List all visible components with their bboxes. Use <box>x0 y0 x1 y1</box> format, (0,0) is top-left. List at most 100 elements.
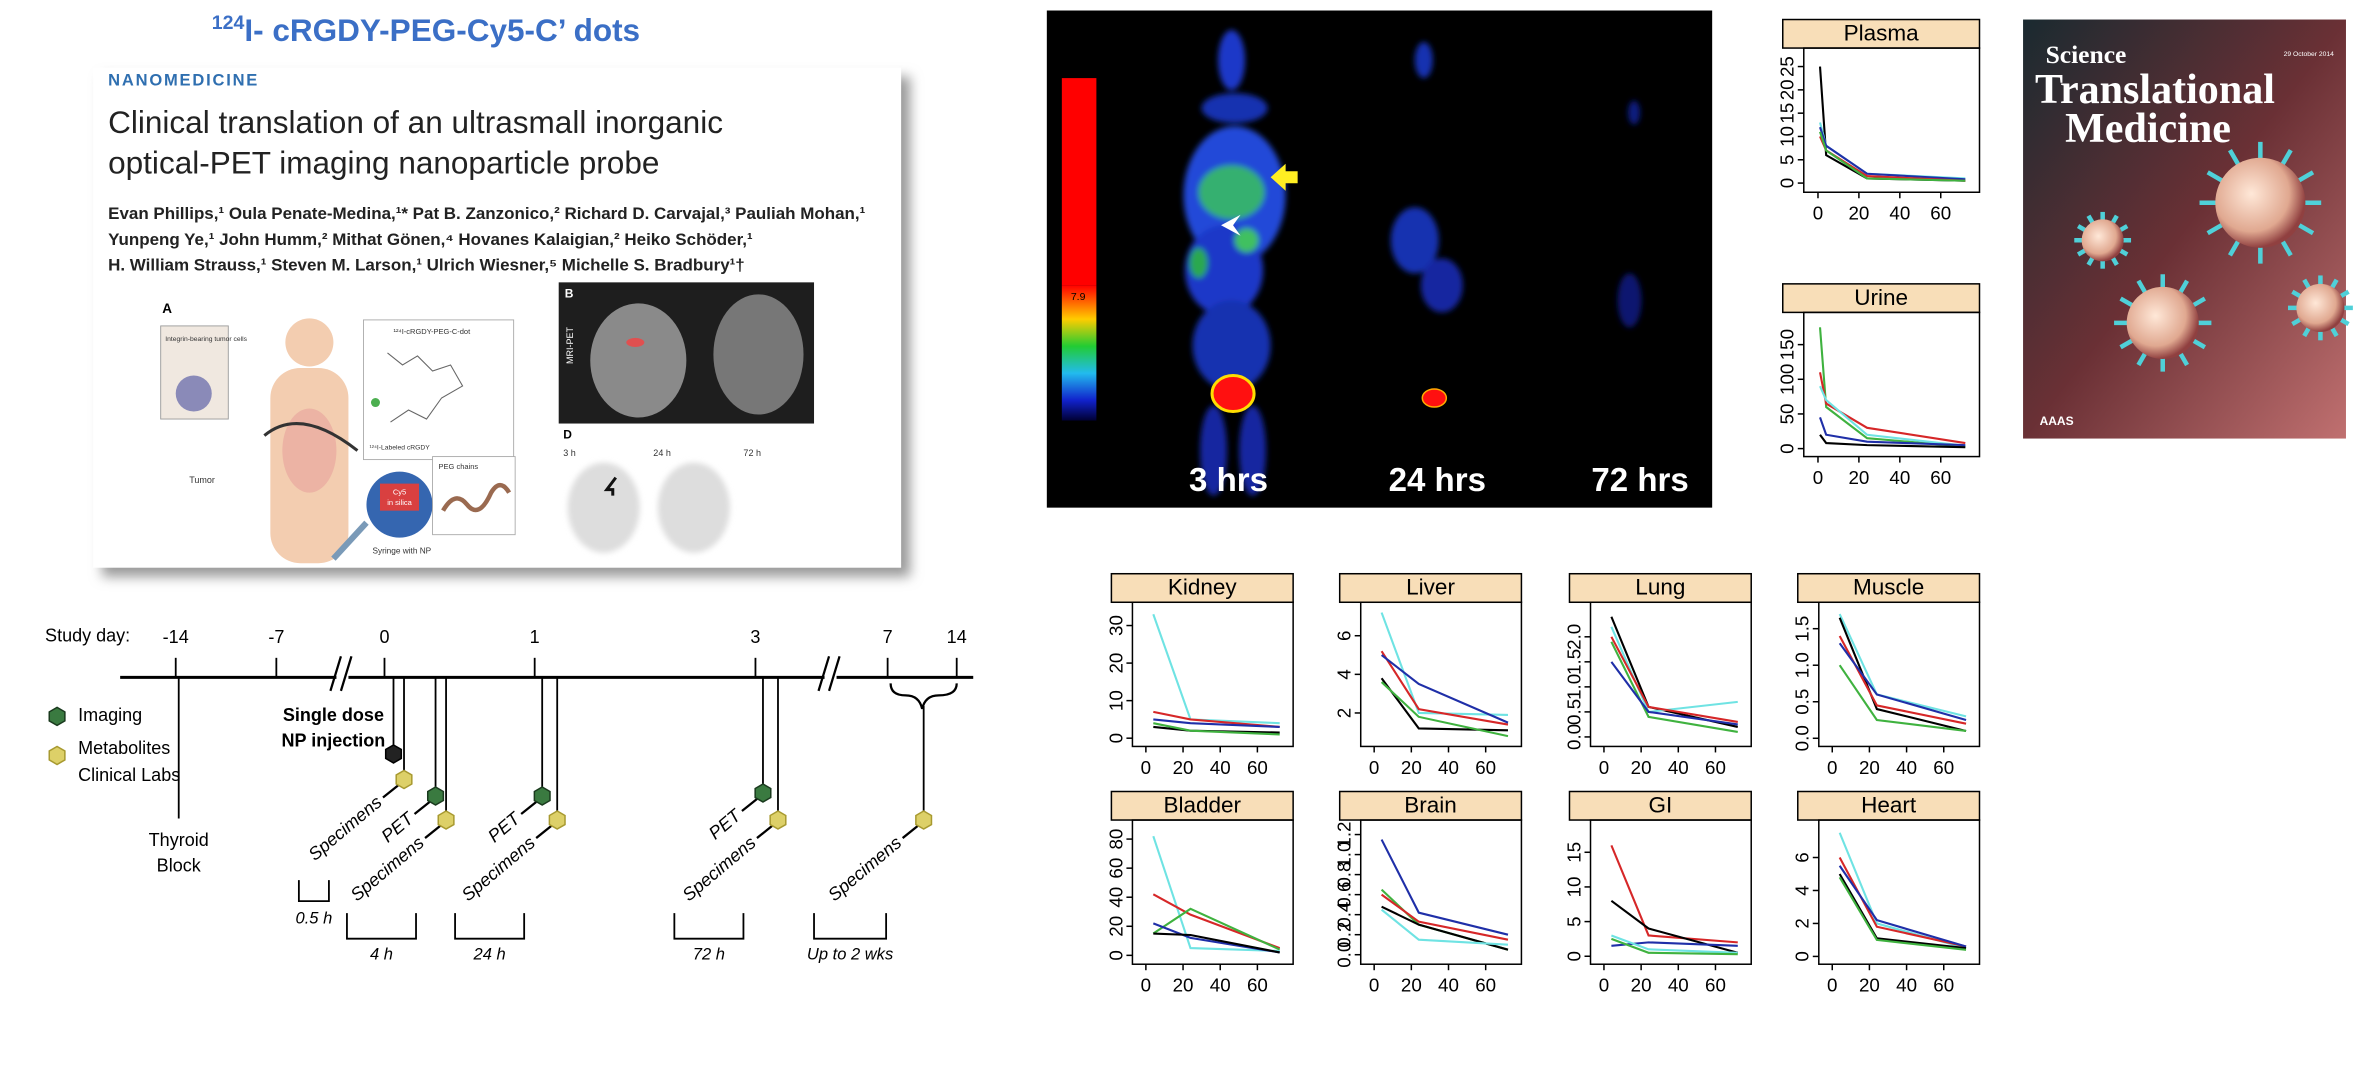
molecule <box>387 352 464 423</box>
data-line <box>1153 710 1280 728</box>
hexagon-marker <box>533 786 551 806</box>
panel-label: D <box>563 428 572 442</box>
x-tick-label: 0 <box>1827 975 1837 996</box>
axis-break <box>827 656 841 692</box>
panel-strip <box>1797 790 1981 821</box>
y-tick-label: 1.0 <box>1563 674 1584 700</box>
study-timeline: Study day: -14 -7 0 1 3 7 14 Imaging Metabolites C… <box>45 626 974 964</box>
day-label: 3 <box>750 627 760 647</box>
duration-label: 24 h <box>473 945 506 964</box>
y-tick-label: 50 <box>1777 404 1798 425</box>
hexagon-marker <box>426 786 445 806</box>
duration-bracket <box>297 880 330 903</box>
duration-bracket <box>346 913 417 940</box>
axis-break <box>339 656 353 692</box>
x-tick-label: 40 <box>1896 757 1917 778</box>
yellow-arrow <box>1270 163 1298 191</box>
data-line <box>1153 932 1280 954</box>
panel-strip <box>1110 790 1294 821</box>
figure-label: 24 h <box>653 448 671 458</box>
hexagon-marker <box>384 744 403 764</box>
small-chart: Lung 0 20 40 60 0.00.51.01.52.0 <box>1563 572 1752 778</box>
x-tick-label: 0 <box>1599 757 1609 778</box>
x-tick-label: 20 <box>1401 757 1422 778</box>
hexagon-marker <box>754 783 772 803</box>
y-tick-label: 1.5 <box>1563 649 1584 675</box>
x-tick-label: 0 <box>1369 975 1379 996</box>
chart-title: Heart <box>1861 792 1917 817</box>
uptake-region <box>1198 165 1265 220</box>
y-tick-label: 10 <box>1105 690 1126 711</box>
x-tick-label: 60 <box>1475 975 1496 996</box>
bladder-24h <box>1421 388 1448 408</box>
paper-section: NANOMEDICINE <box>108 70 259 89</box>
axis-label: Study day: <box>45 626 130 646</box>
data-line <box>1838 664 1967 733</box>
plot-frame <box>1818 819 1981 965</box>
uptake-region <box>1628 100 1641 125</box>
y-tick-label: 6 <box>1334 631 1355 641</box>
uptake-region <box>1192 300 1271 391</box>
figure-label: ¹²⁴I-Labeled cRGDY <box>369 444 430 451</box>
data-line <box>1152 907 1281 951</box>
chart-title: Liver <box>1406 575 1455 600</box>
y-tick-label: 30 <box>1105 615 1126 636</box>
x-tick-label: 20 <box>1401 975 1422 996</box>
figure-label: 3 h <box>563 448 576 458</box>
data-line <box>1610 636 1738 723</box>
event-leader <box>741 798 758 812</box>
paper-authors: H. William Strauss,¹ Steven M. Larson,¹ … <box>108 255 745 274</box>
x-tick-label: 60 <box>1705 975 1726 996</box>
data-line <box>1381 905 1509 951</box>
figure-label: Syringe with NP <box>372 546 431 555</box>
plot-frame <box>1803 311 1981 458</box>
chart-title: Muscle <box>1853 575 1924 600</box>
tumor-callout <box>160 325 229 420</box>
panel-label: B <box>565 287 574 301</box>
y-tick-label: 20 <box>1777 79 1798 100</box>
label-dot <box>370 398 380 408</box>
mri-sagittal <box>713 294 804 415</box>
y-tick-label: 0.8 <box>1334 862 1355 888</box>
hexagon-marker <box>48 706 66 727</box>
virus-particle <box>2126 286 2199 359</box>
data-line <box>1819 122 1966 180</box>
x-tick-label: 0 <box>1141 757 1151 778</box>
x-tick-label: 20 <box>1631 757 1652 778</box>
virus-particle <box>2081 219 2124 262</box>
y-tick-label: 0 <box>1105 950 1126 960</box>
y-tick-label: 0.0 <box>1334 942 1355 968</box>
plot-frame <box>1359 819 1523 965</box>
duration-bracket <box>673 913 745 940</box>
x-tick-label: 40 <box>1210 757 1231 778</box>
figure-label: in silica <box>387 498 412 507</box>
event-label: Specimens <box>678 832 759 905</box>
data-line <box>1611 941 1738 947</box>
x-tick-label: 20 <box>1848 467 1869 488</box>
pet-uptake <box>626 337 645 347</box>
figure-label: ¹²⁴I-cRGDY-PEG-C-dot <box>393 327 471 336</box>
event-leader <box>535 825 552 839</box>
paper-excerpt: NANOMEDICINE Clinical translation of an u… <box>93 67 911 577</box>
x-tick-label: 40 <box>1668 757 1689 778</box>
white-arrowhead <box>1221 214 1241 236</box>
axis-break <box>329 656 343 692</box>
event-leader <box>382 784 399 799</box>
uptake-region <box>1420 258 1463 313</box>
uptake-region <box>1200 405 1228 496</box>
time-label: 3 hrs <box>1189 462 1268 499</box>
panel-strip <box>1338 790 1523 821</box>
colorbar-gradient <box>1061 285 1097 421</box>
data-line <box>1380 612 1509 716</box>
y-tick-label: 15 <box>1777 103 1798 124</box>
range-brace <box>889 683 958 710</box>
panel-strip <box>1782 18 1981 49</box>
y-tick-label: 2.0 <box>1563 624 1584 650</box>
x-tick-label: 20 <box>1859 757 1880 778</box>
data-line <box>1838 876 1967 951</box>
day-label: 14 <box>947 627 967 647</box>
x-tick-label: 40 <box>1210 975 1231 996</box>
y-tick-label: 1.2 <box>1334 822 1355 848</box>
figure-label: MRI-PET <box>565 326 575 364</box>
